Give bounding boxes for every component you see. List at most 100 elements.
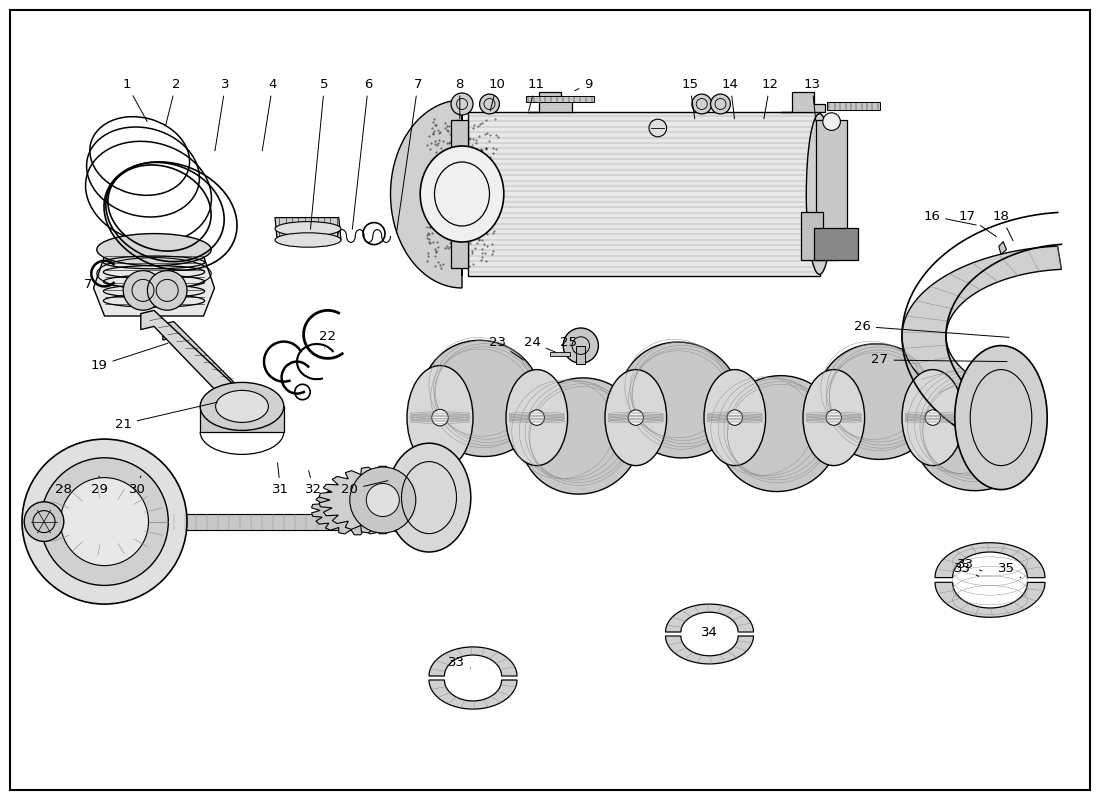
Circle shape [480, 94, 499, 114]
Circle shape [727, 410, 742, 426]
Polygon shape [390, 100, 462, 288]
Text: 27: 27 [871, 354, 1006, 366]
Circle shape [529, 410, 544, 426]
Text: 1: 1 [122, 78, 147, 122]
Polygon shape [781, 92, 825, 112]
Text: 9: 9 [574, 78, 593, 90]
Text: 13: 13 [803, 78, 821, 122]
Polygon shape [816, 120, 847, 260]
Circle shape [123, 270, 163, 310]
Ellipse shape [704, 370, 766, 466]
Ellipse shape [420, 146, 504, 242]
Polygon shape [902, 246, 1062, 424]
Ellipse shape [97, 234, 211, 266]
Polygon shape [275, 218, 341, 240]
Polygon shape [576, 346, 585, 364]
Text: 30: 30 [129, 476, 146, 496]
Ellipse shape [955, 346, 1047, 490]
Ellipse shape [520, 378, 641, 494]
Ellipse shape [718, 376, 839, 491]
Text: 16: 16 [923, 210, 977, 225]
Polygon shape [429, 680, 517, 709]
Text: 24: 24 [524, 336, 557, 353]
Text: 33: 33 [954, 562, 979, 576]
Polygon shape [528, 92, 572, 112]
Text: 33: 33 [448, 656, 471, 669]
Circle shape [147, 270, 187, 310]
Circle shape [826, 410, 842, 426]
Circle shape [41, 458, 168, 586]
Polygon shape [801, 212, 823, 260]
Text: 15: 15 [681, 78, 698, 119]
Text: 12: 12 [761, 78, 779, 119]
Polygon shape [116, 514, 385, 530]
Ellipse shape [216, 390, 268, 422]
Polygon shape [666, 636, 754, 664]
Polygon shape [200, 406, 284, 432]
Ellipse shape [913, 370, 1041, 490]
Ellipse shape [200, 382, 284, 430]
Text: 7: 7 [84, 275, 99, 290]
Polygon shape [526, 96, 594, 102]
Ellipse shape [605, 370, 667, 466]
Text: 2: 2 [166, 78, 180, 126]
Ellipse shape [275, 233, 341, 247]
Ellipse shape [817, 344, 938, 459]
Polygon shape [163, 322, 262, 412]
Text: 31: 31 [272, 462, 289, 496]
Circle shape [451, 93, 473, 115]
Circle shape [431, 410, 449, 426]
Circle shape [563, 328, 598, 363]
Ellipse shape [902, 370, 964, 466]
Circle shape [628, 410, 643, 426]
Text: 14: 14 [722, 78, 739, 119]
Text: 3: 3 [214, 78, 230, 151]
Text: 5: 5 [310, 78, 329, 230]
Circle shape [823, 113, 840, 130]
Polygon shape [468, 112, 820, 276]
Text: 22: 22 [319, 330, 337, 348]
Circle shape [350, 467, 416, 533]
Polygon shape [999, 242, 1007, 254]
Polygon shape [319, 466, 447, 534]
Text: 4: 4 [262, 78, 277, 151]
Text: 29: 29 [90, 476, 108, 496]
Text: 32: 32 [305, 470, 322, 496]
Text: 11: 11 [527, 78, 544, 111]
Ellipse shape [421, 340, 542, 457]
Polygon shape [311, 486, 404, 534]
Text: 25: 25 [560, 336, 578, 352]
Text: 17: 17 [958, 210, 997, 237]
Ellipse shape [387, 443, 471, 552]
Circle shape [692, 94, 712, 114]
Polygon shape [814, 228, 858, 260]
Polygon shape [451, 120, 468, 268]
Polygon shape [935, 582, 1045, 618]
Text: 34: 34 [701, 626, 718, 638]
Polygon shape [550, 352, 570, 356]
Text: 35: 35 [998, 562, 1021, 578]
Text: 20: 20 [341, 481, 388, 496]
Text: 19: 19 [90, 343, 168, 372]
Text: 33: 33 [957, 558, 982, 571]
Text: 26: 26 [854, 320, 1009, 338]
Text: 10: 10 [488, 78, 506, 111]
Ellipse shape [506, 370, 568, 466]
Circle shape [22, 439, 187, 604]
Polygon shape [827, 102, 880, 110]
Text: 23: 23 [488, 336, 524, 360]
Ellipse shape [275, 222, 341, 236]
Circle shape [60, 478, 148, 566]
Circle shape [649, 119, 667, 137]
Polygon shape [666, 604, 754, 632]
Ellipse shape [806, 114, 833, 274]
Text: 8: 8 [455, 78, 464, 119]
Circle shape [925, 410, 940, 426]
Ellipse shape [407, 366, 473, 470]
Polygon shape [141, 310, 251, 404]
Text: 28: 28 [55, 483, 73, 496]
Text: 7: 7 [396, 78, 422, 234]
Polygon shape [94, 256, 214, 316]
Circle shape [711, 94, 730, 114]
Polygon shape [429, 647, 517, 676]
